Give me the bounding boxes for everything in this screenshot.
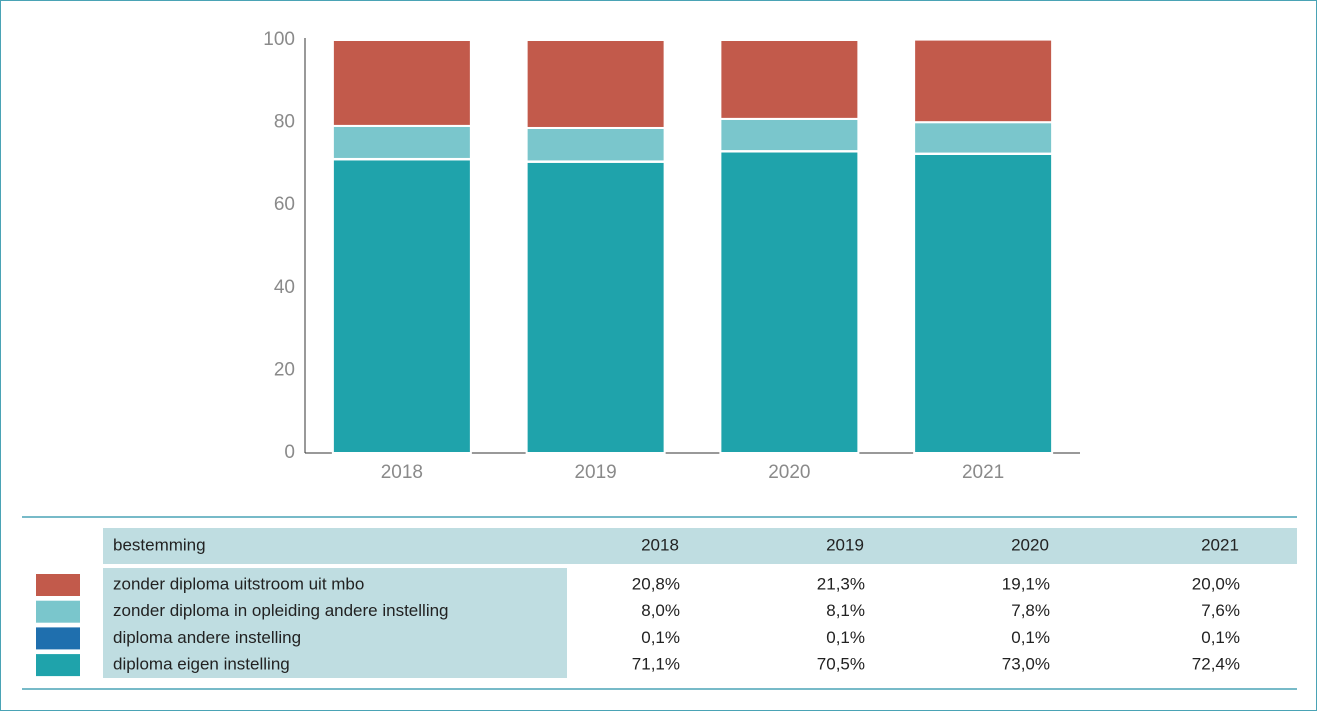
table-column-header: 2020 xyxy=(1011,535,1049,554)
legend-swatch xyxy=(36,627,80,650)
y-tick-label: 0 xyxy=(284,442,295,463)
legend-label: zonder diploma in opleiding andere inste… xyxy=(113,601,449,620)
legend-label: zonder diploma uitstroom uit mbo xyxy=(113,574,364,593)
table-value: 8,0% xyxy=(641,601,680,620)
table-value: 71,1% xyxy=(632,655,680,674)
bar-segment xyxy=(525,160,666,455)
table-value: 0,1% xyxy=(1201,628,1240,647)
bar-segment xyxy=(525,126,666,163)
x-tick-label: 2019 xyxy=(574,462,616,483)
table-value: 20,0% xyxy=(1192,574,1240,593)
table-value: 7,8% xyxy=(1011,601,1050,620)
bar-segment xyxy=(331,124,472,160)
table-value: 0,1% xyxy=(1011,628,1050,647)
legend-swatch xyxy=(36,600,80,623)
x-tick-label: 2018 xyxy=(381,462,423,483)
bar-segment xyxy=(719,150,860,454)
y-tick-label: 20 xyxy=(274,359,295,380)
y-tick-label: 80 xyxy=(274,112,295,133)
table-header: bestemming xyxy=(113,535,206,554)
legend-label: diploma andere instelling xyxy=(113,628,301,647)
y-tick-label: 60 xyxy=(274,194,295,215)
table-value: 70,5% xyxy=(817,655,865,674)
table-value: 20,8% xyxy=(632,574,680,593)
table-column-header: 2018 xyxy=(641,535,679,554)
table-value: 72,4% xyxy=(1192,655,1240,674)
table-value: 21,3% xyxy=(817,574,865,593)
bar-segment xyxy=(913,38,1054,124)
table-value: 73,0% xyxy=(1002,655,1050,674)
table-header-bg xyxy=(103,528,1297,564)
table-value: 0,1% xyxy=(826,628,865,647)
legend-swatch xyxy=(36,574,80,596)
legend-label: diploma eigen instelling xyxy=(113,655,290,674)
table-value: 8,1% xyxy=(826,601,865,620)
bar-segment xyxy=(719,117,860,153)
bar-segment xyxy=(331,39,472,127)
bar-segment xyxy=(913,121,1054,155)
y-tick-label: 100 xyxy=(263,29,295,50)
x-tick-label: 2021 xyxy=(962,462,1004,483)
y-tick-label: 40 xyxy=(274,277,295,298)
table-column-header: 2019 xyxy=(826,535,864,554)
bar-segment xyxy=(913,152,1054,454)
x-tick-label: 2020 xyxy=(768,462,810,483)
bar-segment xyxy=(525,39,666,129)
table-value: 0,1% xyxy=(641,628,680,647)
table-column-header: 2021 xyxy=(1201,535,1239,554)
table-value: 19,1% xyxy=(1002,574,1050,593)
legend-swatch xyxy=(36,654,80,677)
bar-segment xyxy=(331,158,472,454)
table-value: 7,6% xyxy=(1201,601,1240,620)
bar-segment xyxy=(719,39,860,120)
table-label-bg xyxy=(103,568,567,678)
